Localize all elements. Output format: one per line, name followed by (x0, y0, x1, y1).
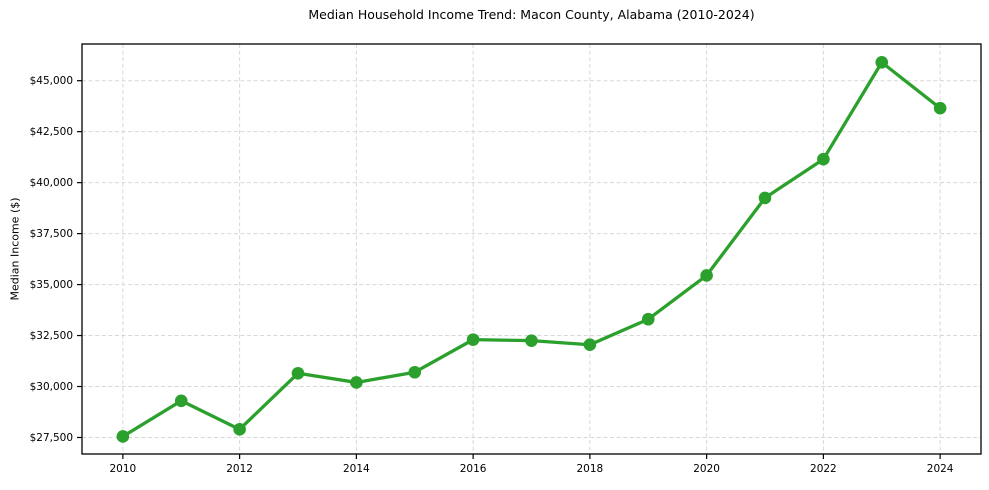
y-tick-label: $37,500 (30, 228, 73, 240)
trend-polyline (121, 60, 942, 439)
x-tick-label: 2020 (693, 463, 720, 475)
data-point-2020 (700, 269, 713, 282)
data-point-2016 (466, 333, 480, 346)
chart-title: Median Household Income Trend: Macon Cou… (308, 7, 755, 22)
x-tick-label: 2014 (343, 463, 370, 475)
x-tick-label: 2012 (226, 463, 253, 475)
x-tick-label: 2024 (927, 463, 954, 475)
data-point-2010 (116, 430, 130, 443)
data-point-2024 (933, 101, 947, 115)
data-point-2012 (233, 423, 246, 436)
y-tick-label: $40,000 (30, 177, 73, 189)
data-point-2019 (641, 312, 655, 326)
plot-border (81, 43, 982, 455)
y-gridlines (82, 80, 981, 438)
y-tick-label: $42,500 (30, 126, 73, 138)
trend-line (121, 60, 942, 439)
data-point-2017 (525, 334, 538, 347)
y-tick-label: $32,500 (30, 330, 73, 342)
x-tick-label: 2022 (810, 463, 837, 475)
x-tick-label: 2018 (577, 463, 604, 475)
x-gridlines (122, 44, 941, 454)
data-point-2014 (350, 376, 363, 389)
data-point-2023 (875, 56, 889, 69)
x-tick-labels: 2010 2012 2014 2016 2018 2020 2022 2024 (109, 463, 953, 475)
data-point-2021 (758, 191, 772, 205)
data-point-2011 (174, 394, 188, 408)
data-point-2013 (291, 366, 305, 380)
data-point-2015 (408, 365, 422, 379)
x-tick-label: 2010 (109, 463, 136, 475)
y-tick-label: $27,500 (30, 432, 73, 444)
y-tick-label: $45,000 (30, 75, 73, 87)
data-point-2022 (817, 152, 830, 166)
data-point-2018 (583, 338, 597, 352)
y-tick-labels: $27,500 $30,000 $32,500 $35,000 $37,500 $40,0… (30, 75, 73, 444)
y-tick-label: $35,000 (30, 279, 73, 291)
data-points (116, 56, 947, 443)
x-tick-label: 2016 (460, 463, 487, 475)
y-tick-label: $30,000 (30, 381, 73, 393)
axis-tick-marks (77, 80, 941, 459)
